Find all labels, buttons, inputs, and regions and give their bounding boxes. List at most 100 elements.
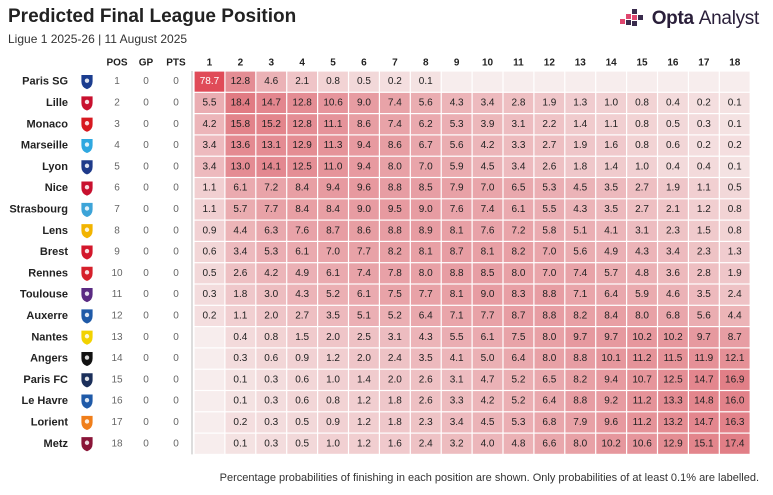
team-pos: 12: [111, 310, 123, 321]
cell-label: 8.0: [635, 310, 649, 321]
heat-cell: [503, 263, 534, 284]
position-header-13: 13: [575, 58, 587, 69]
team-name: Angers: [30, 353, 68, 365]
heat-cell: [256, 327, 287, 348]
cell-label: 0.3: [697, 119, 711, 130]
heat-cell: [441, 369, 472, 390]
team-gp: 0: [143, 417, 149, 428]
position-header-8: 8: [423, 58, 429, 69]
cell-label: 5.6: [573, 247, 587, 258]
cell-label: 8.0: [419, 268, 433, 279]
heat-cell: [441, 305, 472, 326]
cell-label: 3.4: [450, 417, 464, 428]
heat-cell: [318, 263, 348, 284]
cell-label: 2.4: [419, 438, 433, 449]
heat-cell: [194, 242, 225, 263]
cell-label: 1.2: [697, 204, 711, 215]
cell-label: 6.1: [511, 204, 525, 215]
heat-cell: [596, 71, 626, 92]
heat-cell: [565, 71, 596, 92]
heat-cell: [503, 348, 534, 369]
heat-cell: [565, 433, 596, 454]
cell-label: 5.1: [357, 310, 371, 321]
team-name: Brest: [40, 246, 68, 258]
team-badge-icon: [80, 308, 94, 325]
position-header-18: 18: [729, 58, 741, 69]
heat-cell: [349, 178, 379, 199]
cell-label: 8.2: [511, 247, 525, 258]
cell-label: 8.7: [511, 310, 525, 321]
heat-cell: [349, 327, 379, 348]
position-header-15: 15: [636, 58, 648, 69]
team-pts: 0: [173, 268, 179, 279]
heat-cell: [194, 433, 225, 454]
heat-cell: [565, 327, 596, 348]
cell-label: 17.4: [725, 438, 745, 449]
position-header-11: 11: [513, 58, 524, 69]
cell-label: 7.7: [357, 247, 371, 258]
heat-cell: [658, 327, 688, 348]
cell-label: 0.6: [666, 140, 680, 151]
cell-label: 10.2: [663, 332, 683, 343]
cell-label: 6.7: [419, 140, 433, 151]
cell-label: 7.8: [388, 268, 402, 279]
cell-label: 1.8: [388, 396, 402, 407]
heat-cell: [565, 135, 596, 156]
cell-label: 8.0: [511, 268, 525, 279]
heat-cell: [256, 433, 287, 454]
cell-label: 1.1: [233, 310, 247, 321]
cell-label: 5.6: [697, 310, 711, 321]
cell-label: 0.3: [264, 438, 278, 449]
opta-logo-icon: [619, 9, 643, 26]
heat-cell: [287, 114, 317, 135]
cell-label: 6.4: [419, 310, 433, 321]
cell-label: 4.1: [604, 225, 618, 236]
heat-cell: [503, 156, 534, 177]
heat-cell: [627, 433, 657, 454]
team-pos: 11: [112, 289, 123, 300]
logo-word-opta: Opta: [651, 8, 694, 29]
cell-label: 8.8: [573, 353, 587, 364]
heat-cell: [287, 242, 317, 263]
cell-label: 1.2: [326, 353, 340, 364]
cell-label: 8.1: [450, 289, 464, 300]
cell-label: 1.8: [233, 289, 247, 300]
heat-cell: [503, 114, 534, 135]
cell-label: 1.0: [604, 97, 618, 108]
heat-cell: [503, 412, 534, 433]
heat-cell: [349, 135, 379, 156]
cell-label: 8.0: [573, 438, 587, 449]
cell-label: 5.9: [450, 161, 464, 172]
cell-label: 13.2: [663, 417, 683, 428]
heat-cell: [658, 242, 688, 263]
heat-cell: [318, 391, 348, 412]
cell-label: 8.4: [326, 204, 340, 215]
cell-label: 13.0: [231, 161, 251, 172]
heat-cell: [380, 391, 410, 412]
team-pts: 0: [173, 396, 179, 407]
cell-label: 3.1: [635, 225, 649, 236]
heat-cell: [627, 156, 657, 177]
cell-label: 13.1: [262, 140, 282, 151]
heat-cell: [719, 284, 750, 305]
cell-label: 2.7: [542, 140, 556, 151]
cell-label: 4.8: [511, 438, 525, 449]
team-gp: 0: [143, 119, 149, 130]
heat-cell: [256, 199, 287, 220]
heat-cell: [534, 305, 565, 326]
heat-cell: [287, 305, 317, 326]
cell-label: 3.5: [326, 310, 340, 321]
heat-cell: [256, 71, 287, 92]
cell-label: 2.3: [419, 417, 433, 428]
heat-cell: [658, 433, 688, 454]
cell-label: 0.8: [264, 332, 278, 343]
cell-label: 0.4: [666, 161, 680, 172]
team-badge-icon: [80, 415, 94, 431]
cell-label: 0.3: [264, 374, 278, 385]
heat-cell: [658, 305, 688, 326]
cell-label: 0.1: [728, 161, 742, 172]
team-badge-icon: [80, 95, 94, 112]
heat-cell: [534, 156, 565, 177]
heat-cell: [256, 412, 287, 433]
cell-label: 5.9: [635, 289, 649, 300]
